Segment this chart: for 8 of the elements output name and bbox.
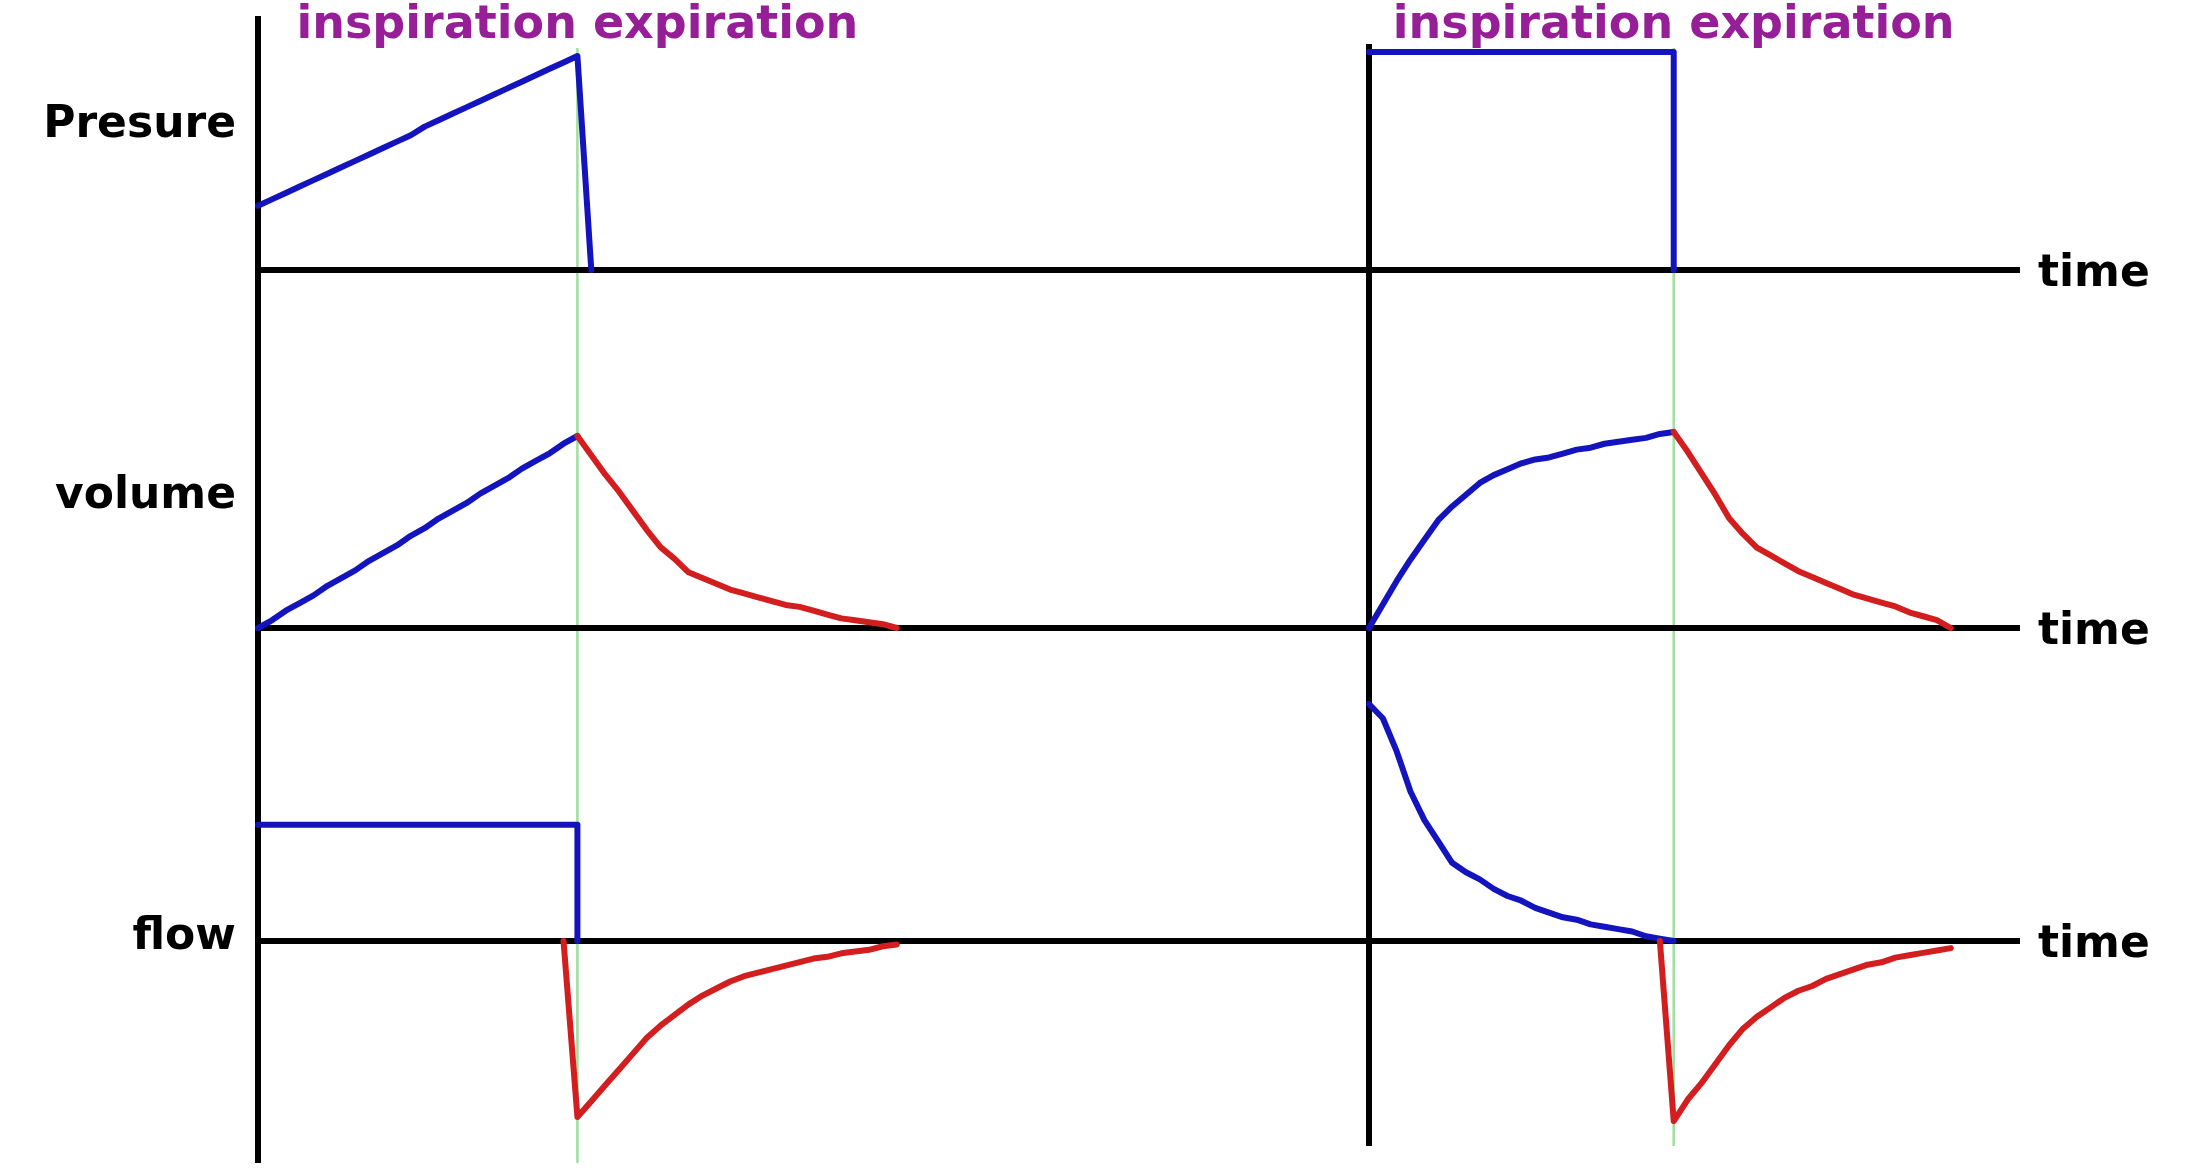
text: inspiration expiration <box>296 0 859 49</box>
text: inspiration expiration <box>1392 0 1955 49</box>
x-axis-title: time <box>2038 602 2150 654</box>
x-axis-title: time <box>2038 244 2150 296</box>
x-axis-title: time <box>2038 915 2150 967</box>
y-axis-title: flow <box>132 907 236 959</box>
y-axis-title: Presure <box>43 95 236 147</box>
y-axis-title: volume <box>54 466 236 518</box>
